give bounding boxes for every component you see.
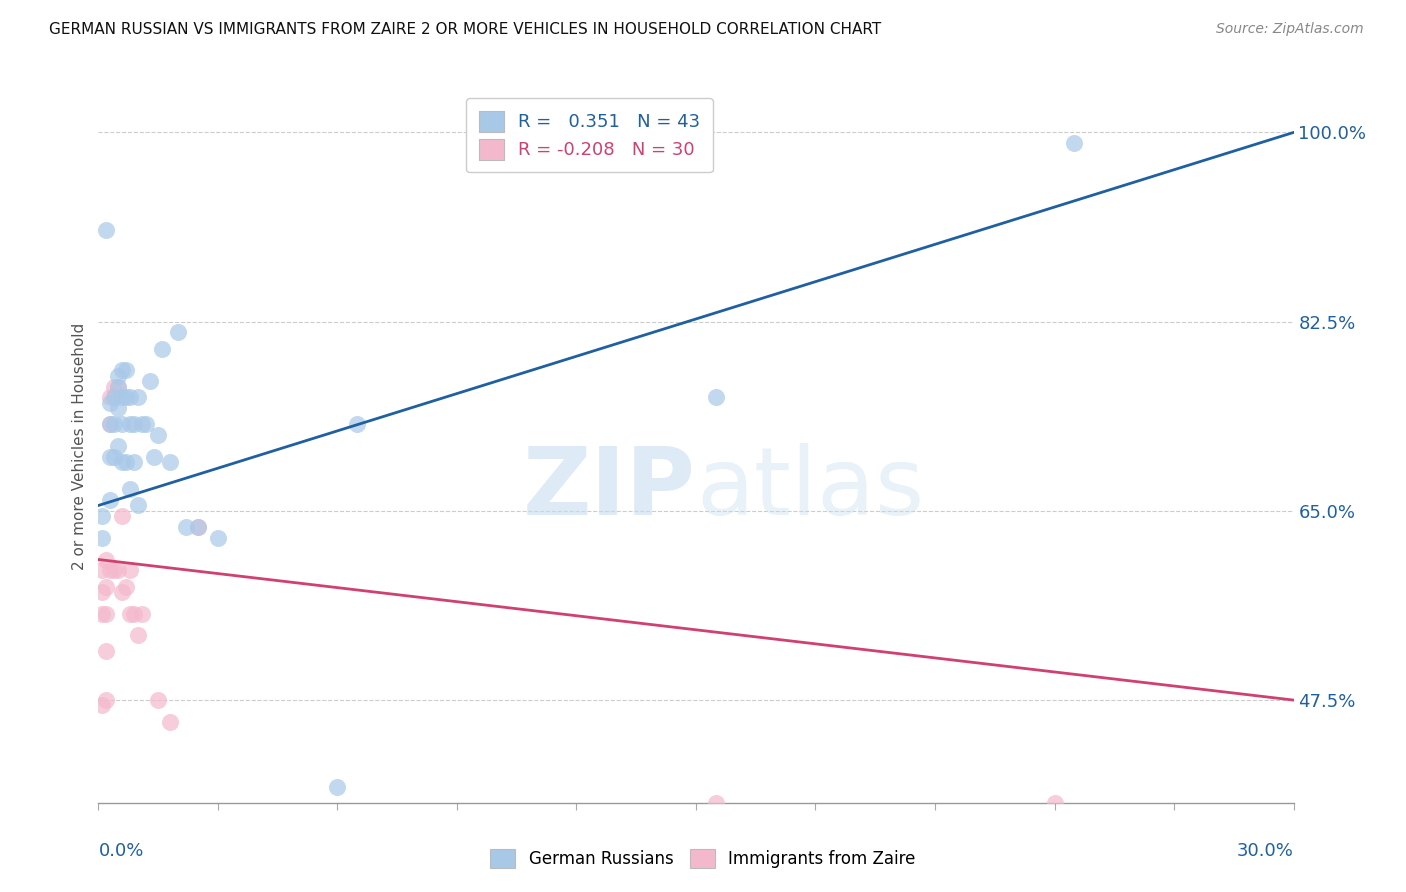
Point — [103, 390, 125, 404]
Legend: R =   0.351   N = 43, R = -0.208   N = 30: R = 0.351 N = 43, R = -0.208 N = 30 — [465, 98, 713, 172]
Point — [120, 482, 142, 496]
Point — [107, 401, 129, 416]
Point — [127, 628, 149, 642]
Point — [148, 428, 170, 442]
Point — [111, 585, 134, 599]
Point — [96, 644, 118, 658]
Point — [150, 342, 173, 356]
Point — [174, 520, 197, 534]
Point — [159, 714, 181, 729]
Point — [98, 450, 122, 464]
Point — [167, 326, 190, 340]
Text: 0.0%: 0.0% — [98, 842, 143, 860]
Point — [96, 552, 118, 566]
Point — [131, 607, 153, 621]
Point — [103, 563, 125, 577]
Point — [103, 417, 125, 432]
Point — [1043, 796, 1066, 810]
Point — [107, 379, 129, 393]
Point — [115, 390, 138, 404]
Point — [98, 390, 122, 404]
Point — [124, 455, 146, 469]
Text: 30.0%: 30.0% — [1237, 842, 1294, 860]
Point — [704, 796, 727, 810]
Point — [91, 531, 114, 545]
Point — [115, 363, 138, 377]
Point — [107, 368, 129, 383]
Point — [91, 585, 114, 599]
Point — [96, 607, 118, 621]
Point — [124, 607, 146, 621]
Point — [346, 417, 368, 432]
Point — [207, 531, 229, 545]
Point — [111, 417, 134, 432]
Point — [127, 390, 149, 404]
Point — [120, 417, 142, 432]
Point — [120, 563, 142, 577]
Text: ZIP: ZIP — [523, 442, 696, 535]
Point — [96, 693, 118, 707]
Point — [91, 698, 114, 713]
Point — [91, 509, 114, 524]
Text: atlas: atlas — [696, 442, 924, 535]
Text: Source: ZipAtlas.com: Source: ZipAtlas.com — [1216, 22, 1364, 37]
Point — [148, 693, 170, 707]
Point — [124, 417, 146, 432]
Point — [91, 563, 114, 577]
Point — [98, 417, 122, 432]
Point — [96, 580, 118, 594]
Point — [107, 439, 129, 453]
Point — [120, 607, 142, 621]
Y-axis label: 2 or more Vehicles in Household: 2 or more Vehicles in Household — [72, 322, 87, 570]
Point — [120, 390, 142, 404]
Point — [1063, 136, 1085, 151]
Point — [98, 563, 122, 577]
Point — [143, 450, 166, 464]
Point — [98, 493, 122, 508]
Point — [103, 379, 125, 393]
Point — [98, 417, 122, 432]
Point — [704, 390, 727, 404]
Point — [139, 374, 162, 388]
Point — [111, 509, 134, 524]
Point — [131, 417, 153, 432]
Point — [159, 455, 181, 469]
Point — [107, 563, 129, 577]
Point — [111, 455, 134, 469]
Point — [135, 417, 157, 432]
Point — [127, 499, 149, 513]
Text: GERMAN RUSSIAN VS IMMIGRANTS FROM ZAIRE 2 OR MORE VEHICLES IN HOUSEHOLD CORRELAT: GERMAN RUSSIAN VS IMMIGRANTS FROM ZAIRE … — [49, 22, 882, 37]
Point — [115, 580, 138, 594]
Point — [107, 379, 129, 393]
Point — [326, 780, 349, 794]
Point — [103, 450, 125, 464]
Point — [187, 520, 209, 534]
Legend: German Russians, Immigrants from Zaire: German Russians, Immigrants from Zaire — [484, 843, 922, 875]
Point — [91, 607, 114, 621]
Point — [187, 520, 209, 534]
Point — [96, 223, 118, 237]
Point — [98, 396, 122, 410]
Point — [111, 363, 134, 377]
Point — [115, 455, 138, 469]
Point — [111, 390, 134, 404]
Point — [103, 390, 125, 404]
